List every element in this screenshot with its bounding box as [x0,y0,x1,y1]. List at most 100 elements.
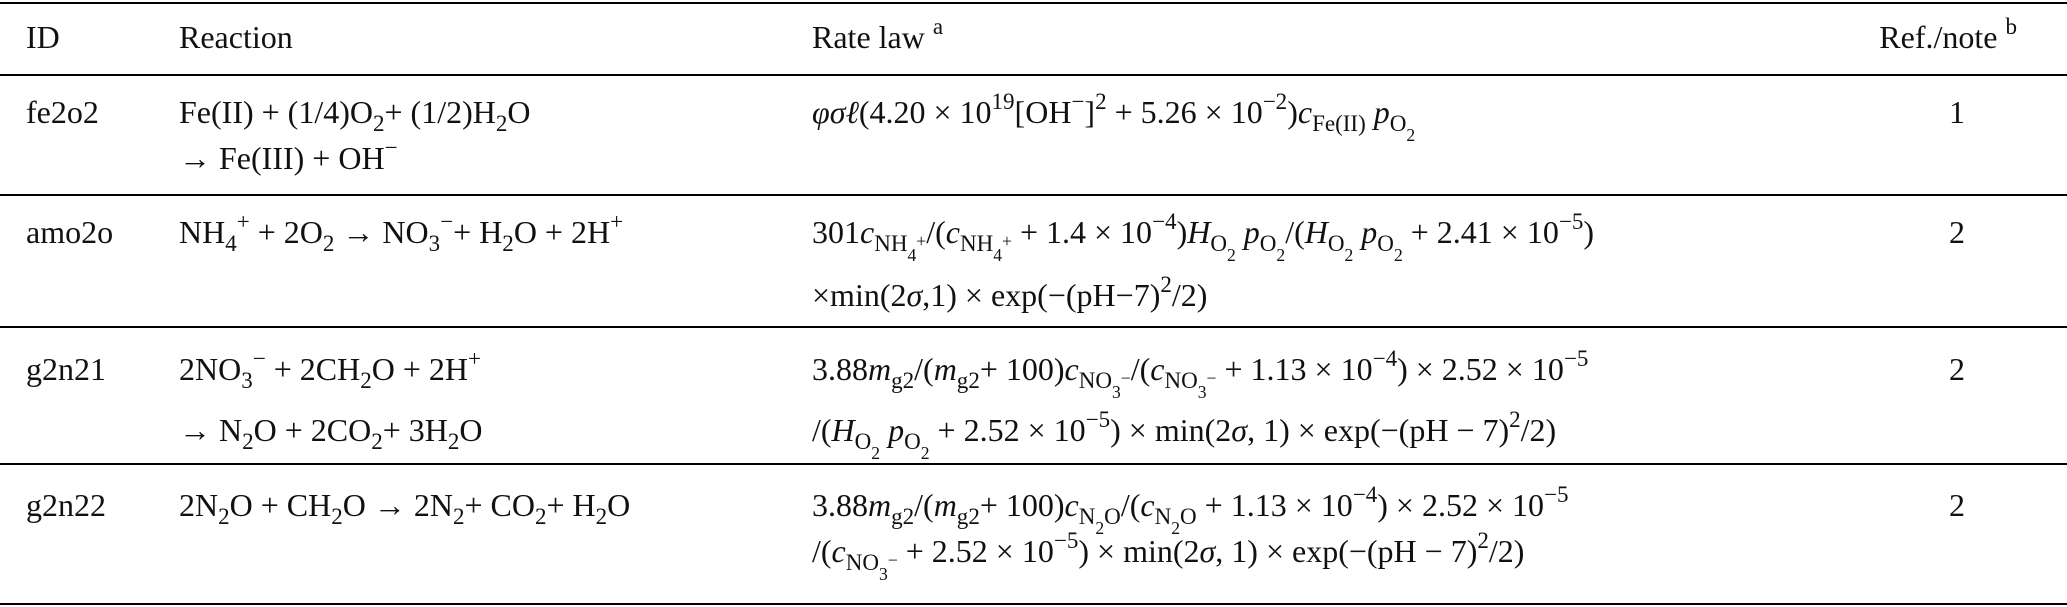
math-run: p [1243,214,1260,250]
text-run: O + CH [229,487,332,523]
text-run: 2 [1949,214,1965,250]
text-run: 2 [1949,351,1965,387]
math-run: g2 [956,503,980,530]
text-run: 2N [179,487,219,523]
math-run: −2 [1262,88,1288,115]
math-run: 2 [1344,244,1354,265]
math-run: m [868,351,892,387]
math-run: 2 [360,367,372,394]
cell-line: Fe(II) + (1/4)O2+ (1/2)H2O [179,92,530,136]
math-run: O [1210,230,1227,257]
math-run: + [236,208,250,235]
math-run: c [1064,351,1079,387]
cell-line: g2n22 [26,485,106,525]
math-run: g2 [891,367,915,394]
cell-line: /(HO2 pO2 + 2.52 × 10−5) × min(2σ, 1) × … [812,406,1557,462]
text-run: + 2.41 × 10 [1402,214,1559,250]
header-rule [0,74,2067,76]
math-run: −5 [1558,208,1584,235]
math-run: − [252,345,266,372]
math-run: NH [959,230,994,257]
text-run: + 1.13 × 10 [1196,487,1353,523]
math-run: 2 [372,110,385,137]
math-run: −5 [1053,527,1079,554]
math-run: N [1078,503,1096,530]
math-run: 2 [1095,88,1107,115]
header-cell: Rate law a [812,13,943,57]
math-run: m [933,487,957,523]
math-run: H [1304,214,1328,250]
text-run: /2) [1520,412,1557,448]
text-run: + 2O [249,214,323,250]
math-run: p [888,412,905,448]
text-run: ) [1287,94,1298,130]
text-run: /( [926,214,946,250]
math-run: + [610,208,624,235]
math-run: 2 [452,503,465,530]
row-rule [0,326,2067,328]
math-run: − [1120,367,1131,388]
math-run: 2 [502,230,514,257]
math-run: c [1140,487,1155,523]
cell-line: 2 [1907,485,2007,525]
math-run: σ [1199,533,1216,569]
math-run: O [1327,230,1345,257]
text-run: + 100) [979,351,1065,387]
text-run: Rate law [812,19,933,55]
math-run: O [854,428,872,455]
row-rule [0,463,2067,465]
text-run: + 1.13 × 10 [1216,351,1373,387]
text-run: ) × 2.52 × 10 [1377,487,1544,523]
math-run: a [932,13,944,40]
math-run: 2 [371,428,383,455]
math-run: 2 [331,503,343,530]
text-run: 1 [1949,94,1965,130]
math-run: Fe(II) [1312,110,1366,137]
math-run: 4 [907,244,917,265]
text-run: Ref./note [1879,19,2006,55]
math-run: O [1180,503,1197,530]
math-run: + [916,230,927,251]
math-run: NO [1078,367,1112,394]
math-run: 2 [1406,124,1416,145]
text-run: Fe(II) + (1/4)O [179,94,373,130]
cell-line: ×min(2σ,1) × exp(−(pH−7)2/2) [812,271,1208,315]
text-run: Reaction [179,19,293,55]
math-run: O [904,428,921,455]
math-run: 2 [1095,517,1105,538]
math-run: 3 [1197,381,1207,402]
cell-line: 3.88mg2/(mg2+ 100)cN2O/(cN2O + 1.13 × 10… [812,481,1569,537]
text-run: [OH [1014,94,1072,130]
math-run: 2 [871,442,881,463]
text-run: + H [453,214,503,250]
text-run: /( [1130,351,1151,387]
math-run: 2 [495,110,508,137]
math-run: 2 [218,503,230,530]
text-run: ) [1583,214,1594,250]
text-run: ] [1084,94,1096,130]
text-run: ) × 2.52 × 10 [1397,351,1564,387]
text-run: ,1) × exp(−(pH−7) [922,277,1161,313]
text-run: O [459,412,483,448]
math-run: 2 [534,503,547,530]
cell-line: amo2o [26,212,113,252]
text-run [880,412,888,448]
math-run: 4 [993,244,1003,265]
text-run: , 1) × exp(−(pH − 7) [1247,412,1510,448]
text-run: 2NO [179,351,242,387]
header-cell: Reaction [179,17,293,57]
text-run: (4.20 × 10 [858,94,992,130]
text-run: + H [546,487,596,523]
cell-line: 2N2O + CH2O → 2N2+ CO2+ H2O [179,485,630,529]
text-run: → Fe(III) + OH [179,140,385,176]
math-run: σ [906,277,923,313]
math-run: 2 [1477,527,1489,554]
math-run: −4 [1152,208,1177,235]
math-run: 4 [225,230,237,257]
math-run: 2 [1276,244,1286,265]
text-run: ) × min(2 [1078,533,1200,569]
math-run: 2 [595,503,608,530]
text-run: ×min(2 [812,277,907,313]
text-run: /2) [1171,277,1208,313]
math-run: − [1071,88,1085,115]
